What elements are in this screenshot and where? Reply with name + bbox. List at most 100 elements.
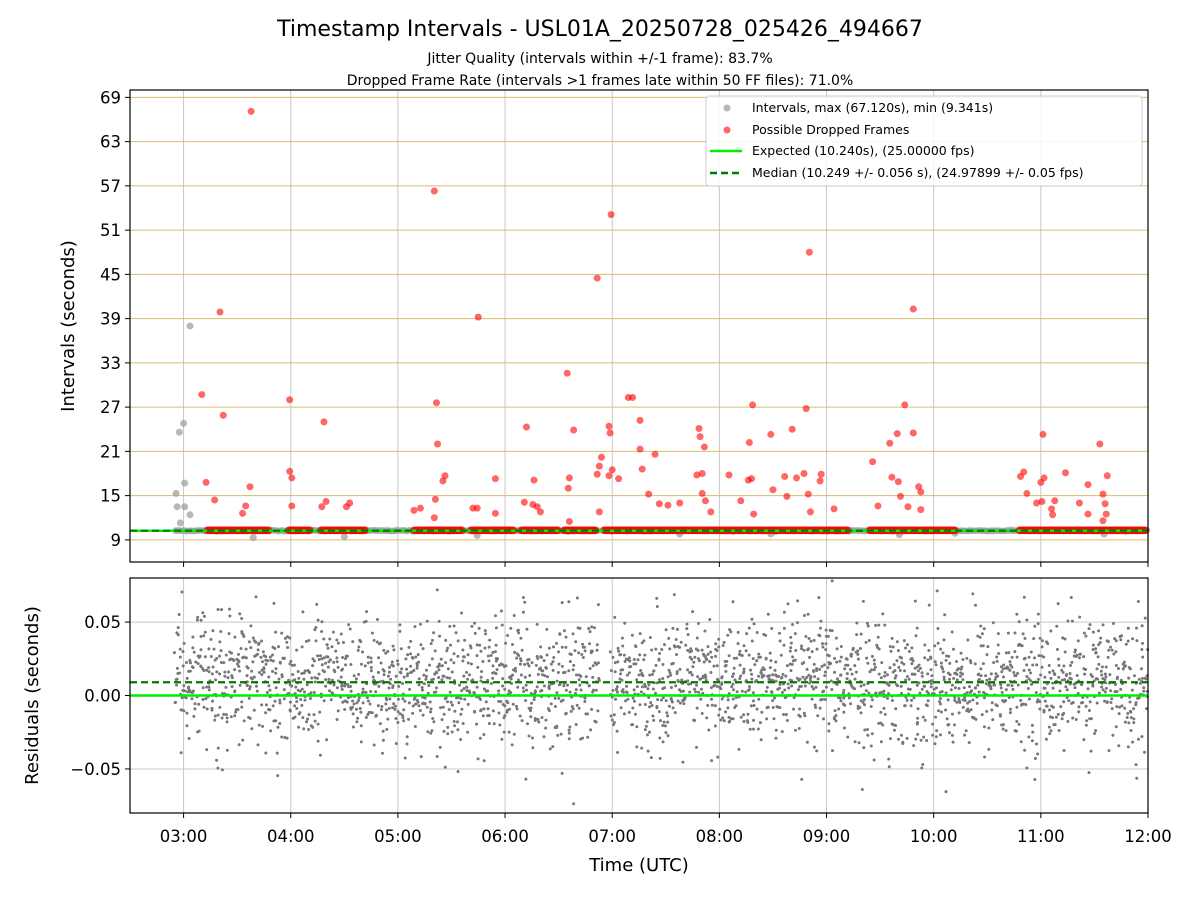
residual-point [1113, 637, 1117, 641]
residual-point [483, 629, 487, 633]
residual-point [564, 711, 568, 715]
residual-point [809, 639, 813, 643]
residual-point [613, 615, 617, 619]
residual-point [635, 725, 639, 729]
residual-point [349, 689, 353, 693]
legend-intervals-marker [723, 104, 731, 112]
residual-point [1135, 626, 1139, 630]
residual-point [494, 626, 498, 630]
residual-point [650, 648, 654, 652]
residual-point [1004, 651, 1008, 655]
residual-point [926, 672, 930, 676]
residual-point [623, 659, 627, 663]
dropped-frame-point [242, 502, 250, 510]
residual-point [925, 739, 929, 743]
residuals-y-tick-label: 0.00 [84, 687, 121, 706]
residual-point [834, 714, 838, 718]
residual-point [933, 644, 937, 648]
residual-point [851, 646, 855, 650]
residual-point [229, 715, 233, 719]
dropped-frame-point [597, 453, 605, 461]
residual-point [545, 675, 549, 679]
residual-point [462, 687, 466, 691]
residual-point [730, 685, 734, 689]
residual-point [824, 642, 828, 646]
residual-point [750, 639, 754, 643]
residual-point [210, 672, 214, 676]
residual-point [661, 677, 665, 681]
dropped-frame-point [636, 445, 644, 453]
residual-point [235, 657, 239, 661]
residual-point [586, 712, 590, 716]
residual-point [568, 690, 572, 694]
residual-point [276, 725, 280, 729]
residual-point [460, 707, 464, 711]
residual-point [596, 661, 600, 665]
residual-point [710, 655, 714, 659]
residual-point [675, 670, 679, 674]
residual-point [518, 714, 522, 718]
residual-point [276, 774, 280, 778]
residual-point [203, 630, 207, 634]
residual-point [977, 672, 981, 676]
residual-point [260, 703, 264, 707]
residual-point [1082, 655, 1086, 659]
residual-point [967, 709, 971, 713]
residual-point [621, 688, 625, 692]
residual-point [821, 645, 825, 649]
residual-point [922, 735, 926, 739]
residual-point [575, 703, 579, 707]
residual-point [441, 705, 445, 709]
residual-point [1062, 749, 1066, 753]
residual-point [240, 705, 244, 709]
residual-point [696, 675, 700, 679]
residual-point [1115, 677, 1119, 681]
residual-point [553, 696, 557, 700]
residual-point [710, 703, 714, 707]
residual-point [237, 743, 241, 747]
residual-point [571, 632, 575, 636]
residual-point [487, 645, 491, 649]
residual-point [633, 712, 637, 716]
residual-point [295, 700, 299, 704]
dropped-frame-point [1101, 500, 1109, 508]
residual-point [885, 681, 889, 685]
dropped-frame-point [565, 517, 573, 525]
residual-point [407, 701, 411, 705]
residual-point [655, 704, 659, 708]
dropped-frame-point [737, 497, 745, 505]
residual-point [589, 649, 593, 653]
residual-point [551, 660, 555, 664]
residual-point [959, 651, 963, 655]
residual-point [347, 623, 351, 627]
residual-point [360, 650, 364, 654]
residual-point [382, 669, 386, 673]
residual-point [822, 689, 826, 693]
residual-point [442, 674, 446, 678]
residual-point [1082, 631, 1086, 635]
residual-point [394, 674, 398, 678]
residual-point [450, 670, 454, 674]
residual-point [883, 623, 887, 627]
residual-point [647, 696, 651, 700]
residual-point [513, 650, 517, 654]
residual-point [664, 699, 668, 703]
residual-point [924, 703, 928, 707]
residual-point [185, 724, 189, 728]
residual-point [619, 653, 623, 657]
residual-point [1098, 640, 1102, 644]
residual-point [271, 659, 275, 663]
residual-point [897, 665, 901, 669]
residual-point [396, 720, 400, 724]
residual-point [696, 649, 700, 653]
residual-point [867, 691, 871, 695]
legend-intervals-label: Intervals, max (67.120s), min (9.341s) [752, 100, 993, 115]
residual-point [704, 678, 708, 682]
residual-point [475, 722, 479, 726]
residual-point [378, 722, 382, 726]
residual-point [958, 674, 962, 678]
residual-point [224, 653, 228, 657]
residual-point [681, 760, 685, 764]
residual-point [713, 704, 717, 708]
residual-point [1081, 700, 1085, 704]
